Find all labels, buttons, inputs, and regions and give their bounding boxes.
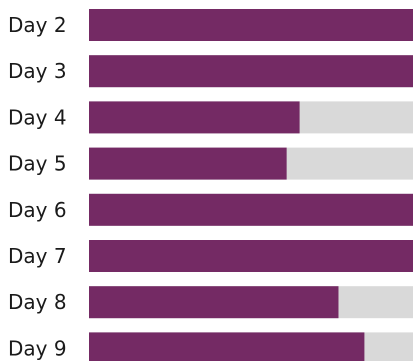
bar-day-6 (89, 193, 413, 226)
bar-day-5 (89, 147, 287, 180)
bar-day-9 (89, 332, 365, 361)
bar-day-4 (89, 101, 300, 134)
bar-day-3 (89, 55, 413, 88)
category-label: Day 3 (8, 59, 67, 83)
bar-day-2 (89, 9, 413, 41)
bar-day-7 (89, 240, 413, 272)
category-label: Day 5 (8, 152, 67, 176)
bar-day-8 (89, 286, 339, 319)
category-label: Day 7 (8, 244, 67, 268)
category-label: Day 4 (8, 105, 67, 129)
category-label: Day 6 (8, 198, 67, 222)
category-label: Day 2 (8, 13, 67, 37)
category-label: Day 9 (8, 336, 67, 360)
category-label: Day 8 (8, 290, 67, 314)
